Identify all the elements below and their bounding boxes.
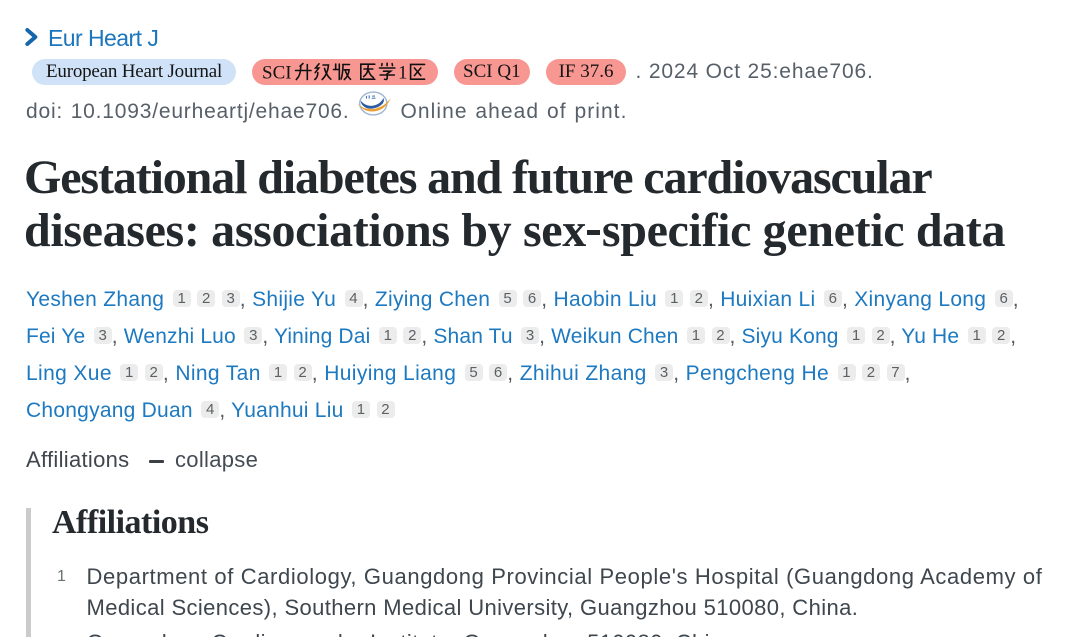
svg-text:1: 1 <box>398 63 408 84</box>
svg-text:SCI: SCI <box>262 63 292 84</box>
